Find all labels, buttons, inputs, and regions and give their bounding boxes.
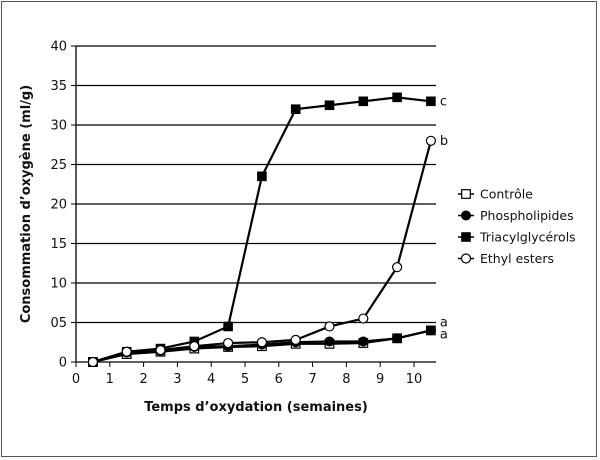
legend-marker: [461, 210, 471, 221]
data-point-triacylglycerols: [358, 96, 369, 107]
y-tick-label: 25: [50, 158, 67, 173]
series-annotation: a: [440, 316, 448, 331]
data-point-ethyl-esters: [290, 334, 301, 345]
data-point-ethyl-esters: [256, 337, 267, 348]
data-point-triacylglycerols: [290, 104, 301, 115]
legend-entry: Ethyl esters: [480, 251, 554, 266]
x-tick-label: 7: [308, 372, 316, 387]
x-tick-label: 10: [406, 372, 423, 387]
data-point-ethyl-esters: [121, 346, 132, 357]
y-tick-label: 35: [50, 79, 67, 94]
data-point-phospholipides: [358, 336, 369, 347]
x-tick-label: 4: [207, 372, 215, 387]
x-tick-label: 6: [275, 372, 283, 387]
data-point-ethyl-esters: [324, 321, 335, 332]
legend-entry: Contrôle: [480, 187, 533, 202]
x-tick-label: 8: [342, 372, 350, 387]
x-tick-label: 5: [241, 372, 249, 387]
data-point-triacylglycerols: [324, 100, 335, 111]
data-point-ethyl-esters: [87, 356, 99, 368]
y-tick-label: 40: [50, 40, 67, 55]
data-point-phospholipides: [392, 333, 403, 344]
legend-marker: [461, 189, 471, 199]
y-tick-label: 05: [50, 316, 67, 331]
y-tick-label: 30: [50, 119, 67, 134]
series-annotation: a: [440, 327, 448, 342]
x-tick-label: 1: [106, 372, 114, 387]
x-tick-label: 9: [376, 372, 384, 387]
data-point-triacylglycerols: [223, 321, 233, 332]
x-tick-label: 2: [139, 372, 147, 387]
data-point-phospholipides: [324, 336, 335, 347]
data-point-ethyl-esters: [358, 313, 369, 324]
legend-entry: Phospholipides: [480, 208, 574, 223]
x-tick-label: 3: [173, 372, 181, 387]
y-tick-label: 15: [50, 237, 67, 252]
x-tick-label: 0: [72, 372, 80, 387]
series-annotation: b: [440, 134, 448, 149]
legend-entry: Triacylglycérols: [479, 230, 576, 245]
data-point-ethyl-esters: [425, 135, 436, 146]
y-axis-title: Consommation d’oxygène (ml/g): [19, 85, 34, 323]
y-tick-label: 10: [50, 277, 67, 292]
data-point-triacylglycerols: [426, 96, 436, 107]
legend-marker: [460, 253, 472, 264]
data-point-phospholipides: [425, 325, 436, 336]
legend-marker: [461, 232, 471, 242]
series-annotation: c: [440, 94, 447, 109]
data-point-triacylglycerols: [257, 171, 267, 182]
y-tick-label: 0: [59, 356, 67, 371]
data-point-ethyl-esters: [189, 341, 200, 352]
data-point-ethyl-esters: [223, 337, 234, 349]
data-point-ethyl-esters: [392, 262, 403, 273]
y-tick-label: 20: [50, 198, 67, 213]
data-point-ethyl-esters: [155, 345, 166, 356]
x-axis-title: Temps d’oxydation (semaines): [144, 400, 368, 415]
data-point-triacylglycerols: [392, 92, 402, 103]
